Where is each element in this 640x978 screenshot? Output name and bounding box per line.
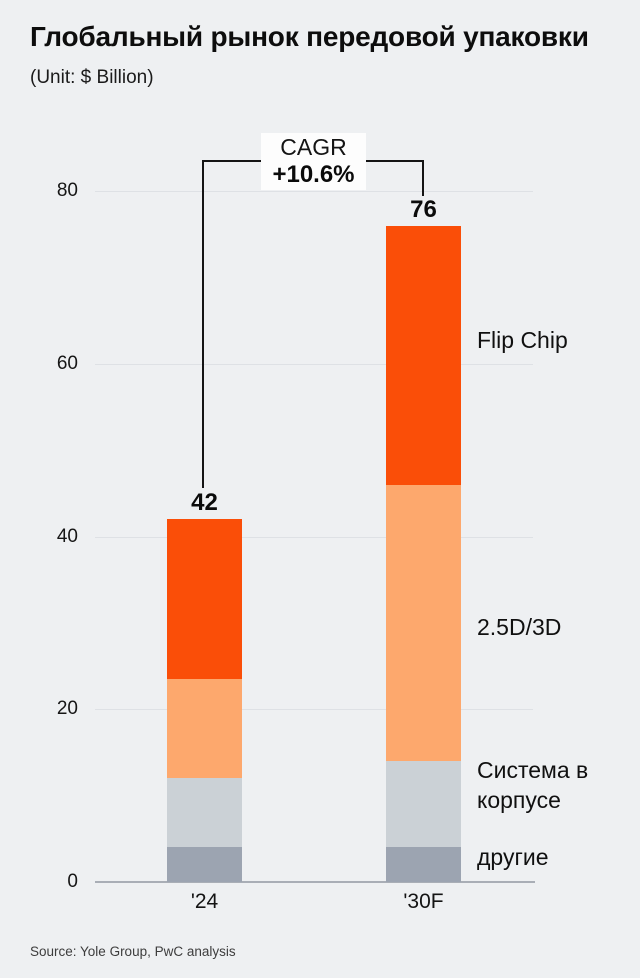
bar-total-label: 42 — [191, 489, 218, 517]
gridline-80 — [95, 191, 533, 192]
y-axis-tick-40: 40 — [56, 525, 78, 547]
segment-label-2-5d-3d: 2.5D/3D — [477, 614, 562, 640]
bar-total-label: 76 — [410, 195, 437, 223]
y-axis-tick-80: 80 — [56, 180, 78, 201]
x-axis-line — [95, 881, 535, 883]
y-axis-tick-60: 60 — [56, 352, 78, 374]
bar-segment-другие — [167, 847, 242, 882]
segment-label-flip-chip: Flip Chip — [477, 327, 568, 353]
bar-segment-другие — [386, 847, 461, 882]
bar-segment-2.5D/3D — [386, 484, 461, 762]
bar-segment-Flip Chip — [386, 225, 461, 485]
bar-segment-Система в корпусе — [386, 761, 461, 848]
source-note: Source: Yole Group, PwC analysis — [30, 944, 236, 959]
segment-label-system-in-package: Система в корпусе — [477, 757, 589, 813]
cagr-label: CAGR — [280, 134, 347, 160]
x-axis-label: '30F — [403, 890, 444, 913]
cagr-value: +10.6% — [272, 161, 355, 188]
gridline-40 — [95, 536, 533, 538]
bar-segment-Flip Chip — [167, 519, 242, 679]
segment-label-others: другие — [477, 844, 549, 870]
unit-label: (Unit: $ Billion) — [30, 67, 154, 88]
cagr-bracket-right-vertical — [422, 160, 424, 196]
bar-segment-2.5D/3D — [167, 679, 242, 779]
page-title: Глобальный рынок передовой упаковки — [30, 21, 589, 52]
cagr-annotation: CAGR +10.6% — [261, 133, 366, 190]
cagr-bracket-left-vertical — [202, 160, 204, 488]
x-axis-label: '24 — [190, 890, 219, 913]
y-axis-tick-0: 0 — [67, 871, 78, 892]
bar-segment-Система в корпусе — [167, 778, 242, 848]
gridline-60 — [95, 363, 533, 365]
gridline-20 — [95, 709, 533, 711]
y-axis-tick-20: 20 — [56, 698, 78, 720]
